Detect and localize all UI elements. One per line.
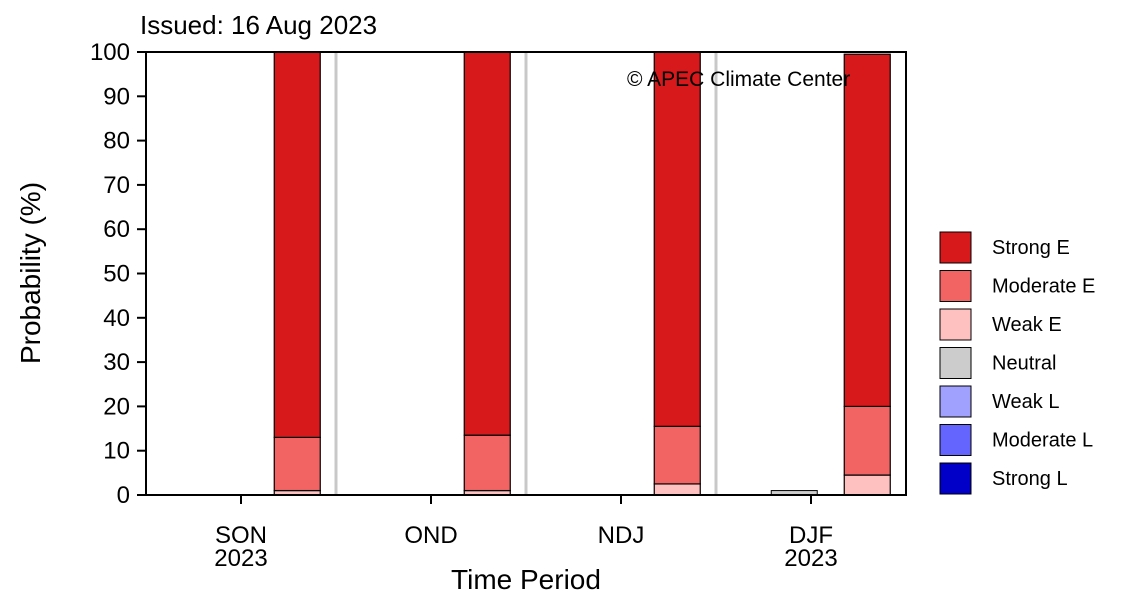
legend-swatch	[939, 347, 972, 379]
x-tick-label: SON	[215, 522, 267, 549]
legend-label: Weak E	[992, 314, 1062, 336]
legend-swatch	[939, 231, 972, 264]
y-tick-label: 0	[117, 482, 130, 509]
bar-segment	[653, 483, 701, 496]
y-tick-label: 20	[103, 393, 130, 420]
legend: Strong E Moderate E Weak E Neutral Weak L Mod…	[939, 231, 1095, 495]
issued-date: Issued: 16 Aug 2023	[140, 10, 377, 40]
bar-segment	[843, 53, 891, 407]
bar-segment	[843, 405, 891, 476]
y-tick-label: 10	[103, 438, 130, 465]
x-tick-label: DJF	[789, 522, 833, 549]
x-tick-year: 2023	[214, 545, 267, 572]
plot-area	[273, 51, 891, 496]
y-tick-label: 100	[90, 39, 130, 66]
x-tick-label: NDJ	[598, 522, 645, 549]
y-tick-label: 70	[103, 172, 130, 199]
bar-segment	[273, 51, 321, 439]
legend-label: Strong E	[992, 237, 1070, 259]
y-axis: 0 10 20 30 40 50 60 70 80 90 100	[90, 39, 146, 509]
bar-segment	[653, 425, 701, 485]
y-tick-label: 40	[103, 305, 130, 332]
legend-swatch	[939, 424, 972, 456]
bar-segment	[463, 434, 511, 492]
copyright-watermark: © APEC Climate Center	[627, 68, 850, 91]
legend-swatch	[939, 385, 972, 418]
bar-segment	[843, 474, 891, 496]
bar-segment	[463, 51, 511, 436]
y-tick-label: 30	[103, 349, 130, 376]
legend-label: Moderate E	[992, 276, 1095, 298]
y-tick-label: 80	[103, 128, 130, 155]
legend-swatch	[939, 270, 972, 302]
y-tick-label: 50	[103, 261, 130, 288]
legend-label: Weak L	[992, 391, 1059, 413]
legend-label: Moderate L	[992, 430, 1093, 452]
y-tick-label: 90	[103, 83, 130, 110]
y-axis-title: Probability (%)	[15, 182, 46, 364]
legend-swatch	[939, 462, 972, 495]
legend-label: Neutral	[992, 353, 1056, 375]
y-tick-label: 60	[103, 216, 130, 243]
bar-segment	[653, 51, 701, 427]
x-tick-label: OND	[404, 522, 457, 549]
legend-label: Strong L	[992, 468, 1068, 490]
bar-segment	[273, 436, 321, 492]
x-tick-year: 2023	[784, 545, 837, 572]
x-axis-title: Time Period	[451, 564, 601, 595]
legend-swatch	[939, 308, 972, 341]
